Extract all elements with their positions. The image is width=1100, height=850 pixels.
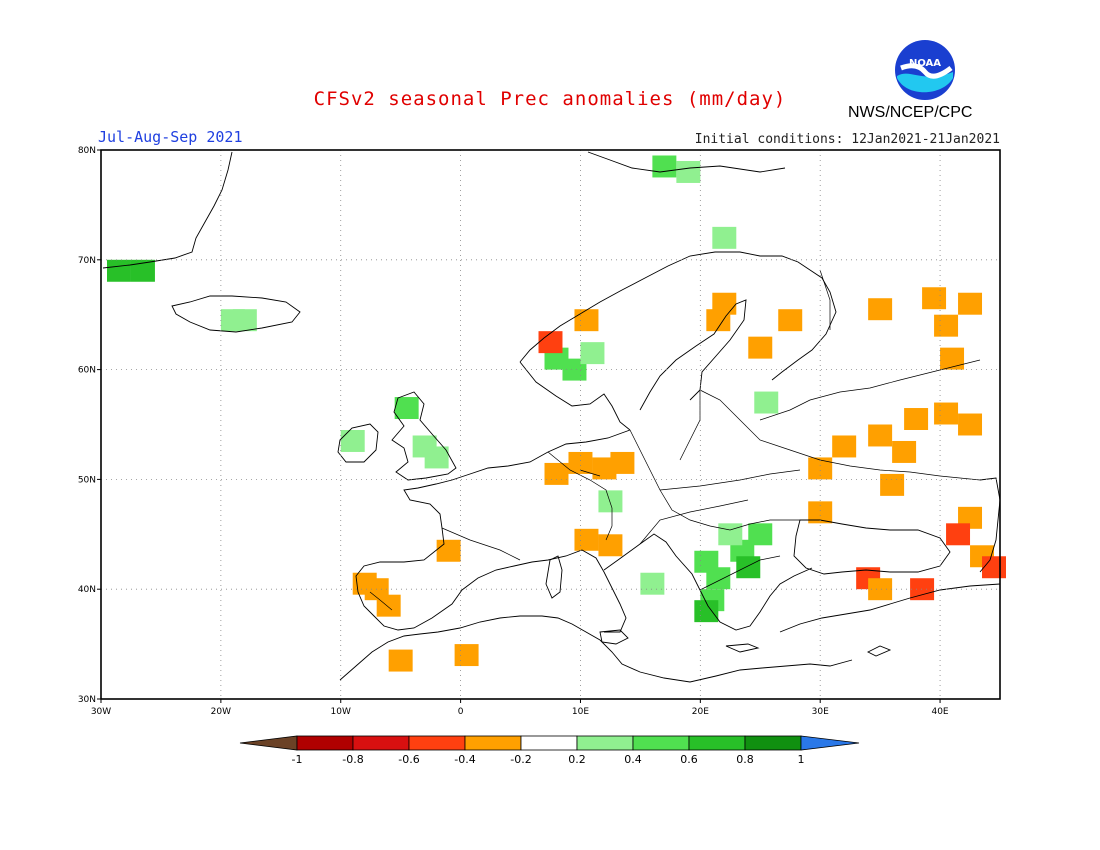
legend-swatch — [576, 735, 634, 751]
lon-tick-label: 20E — [692, 707, 709, 717]
logo-text: NOAA — [909, 58, 941, 69]
legend-swatch — [632, 735, 690, 751]
legend-swatch — [464, 735, 522, 751]
legend-swatch — [520, 735, 578, 751]
legend-label: 0.4 — [624, 753, 642, 766]
anomaly-cell — [424, 446, 449, 469]
anomaly-cell — [544, 462, 569, 485]
anomaly-cell — [574, 309, 599, 332]
anomaly-cell — [778, 309, 803, 332]
lon-tick-label: 30E — [812, 707, 829, 717]
legend-swatch — [688, 735, 746, 751]
anomaly-cell — [808, 501, 833, 524]
anomaly-cell — [748, 523, 773, 546]
legend-label: -0.8 — [342, 753, 363, 766]
anomaly-cell — [832, 435, 857, 458]
anomaly-cell — [676, 160, 701, 183]
lat-tick-label: 40N — [78, 585, 96, 595]
anomaly-cell — [580, 342, 605, 365]
anomaly-cell — [340, 429, 365, 452]
anomaly-cell — [982, 556, 1006, 579]
coastlines — [102, 151, 1001, 683]
lat-tick-label: 60N — [78, 366, 96, 376]
legend-label: 0.6 — [680, 753, 698, 766]
legend-label: -0.2 — [510, 753, 531, 766]
anomaly-cell — [958, 413, 983, 436]
noaa-logo-icon: NOAA — [895, 40, 955, 100]
anomaly-cell — [106, 259, 131, 282]
anomaly-cell — [454, 644, 479, 667]
lon-tick-label: 10E — [572, 707, 589, 717]
map-frame — [100, 149, 1001, 700]
anomaly-cell — [904, 408, 929, 430]
legend-label: -0.6 — [398, 753, 419, 766]
agency-label: NWS/NCEP/CPC — [848, 104, 973, 121]
lat-tick-label: 70N — [78, 256, 96, 266]
lon-tick-label: 20W — [211, 707, 231, 717]
anomaly-cell — [598, 490, 623, 513]
anomaly-cell — [538, 331, 563, 354]
lon-tick-label: 30W — [91, 707, 111, 717]
anomaly-cell — [232, 309, 257, 332]
anomaly-cell — [748, 336, 773, 359]
lon-tick-label: 0 — [458, 707, 464, 717]
anomaly-cell — [712, 226, 737, 249]
anomaly-cell — [388, 649, 413, 672]
anomaly-cell — [940, 347, 965, 370]
anomaly-cell — [868, 424, 893, 447]
anomaly-cell — [922, 287, 947, 310]
anomaly-cell — [706, 567, 731, 590]
legend-label: -0.4 — [454, 753, 475, 766]
anomaly-cell — [130, 259, 155, 282]
legend-arrow-right — [800, 735, 860, 751]
initial-conditions: Initial conditions: 12Jan2021-21Jan2021 — [694, 132, 1000, 147]
axis-ticks: 30W 20W 10W 0 10E 20E 30E 40E 30N 40N 50N 60N 70N 80N — [78, 146, 949, 717]
anomaly-cell — [706, 309, 731, 332]
anomaly-cell — [640, 572, 665, 595]
anomaly-cell — [610, 451, 635, 474]
anomaly-cell — [436, 539, 461, 562]
anomaly-cell — [946, 523, 971, 546]
anomaly-cell — [868, 578, 893, 601]
lon-tick-label: 10W — [331, 707, 351, 717]
legend-label: 0.2 — [568, 753, 586, 766]
anomaly-cell — [592, 457, 617, 480]
anomaly-cell — [574, 528, 599, 551]
anomaly-cell — [880, 473, 905, 496]
color-legend: -1 -0.8 -0.6 -0.4 -0.2 0.2 0.4 0.6 0.8 1 — [239, 735, 860, 766]
lon-tick-label: 40E — [931, 707, 948, 717]
legend-swatch — [408, 735, 466, 751]
anomaly-cell — [808, 457, 833, 480]
anomaly-cell — [934, 402, 959, 425]
anomaly-cell — [868, 298, 893, 321]
anomaly-cell — [598, 534, 623, 557]
anomaly-cell — [394, 397, 419, 420]
legend-arrow-left — [239, 735, 298, 751]
legend-label: -1 — [292, 753, 303, 766]
lat-tick-label: 50N — [78, 475, 96, 485]
lat-tick-label: 80N — [78, 146, 96, 156]
legend-swatch — [296, 735, 354, 751]
anomaly-cell — [568, 451, 593, 474]
anomaly-cell — [934, 314, 959, 337]
anomaly-cell — [718, 523, 743, 546]
legend-swatch — [744, 735, 802, 751]
legend-swatch — [352, 735, 410, 751]
lat-tick-label: 30N — [78, 695, 96, 705]
anomaly-cell — [736, 556, 761, 579]
forecast-period: Jul-Aug-Sep 2021 — [98, 128, 243, 146]
legend-label: 1 — [798, 753, 805, 766]
chart-title: CFSv2 seasonal Prec anomalies (mm/day) — [313, 88, 787, 110]
anomaly-cell — [652, 155, 677, 178]
anomaly-cell — [910, 578, 935, 601]
anomaly-cell — [958, 292, 983, 315]
anomaly-cell — [376, 594, 401, 617]
anomaly-cell — [754, 391, 779, 414]
legend-label: 0.8 — [736, 753, 754, 766]
anomaly-cell — [892, 440, 917, 463]
